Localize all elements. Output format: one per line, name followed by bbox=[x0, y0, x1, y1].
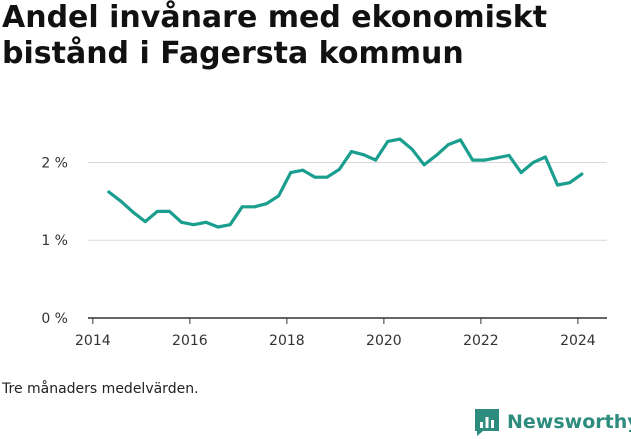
y-tick-label: 0 % bbox=[41, 311, 68, 327]
x-tick-label: 2020 bbox=[366, 333, 402, 349]
brand-name: Newsworthy bbox=[507, 411, 631, 433]
data-point bbox=[155, 209, 159, 213]
data-point bbox=[568, 181, 572, 185]
data-point bbox=[107, 190, 111, 194]
data-point bbox=[240, 205, 244, 209]
x-tick-label: 2022 bbox=[463, 333, 499, 349]
data-point bbox=[301, 168, 305, 172]
data-point bbox=[349, 150, 353, 154]
x-tick-label: 2014 bbox=[75, 333, 111, 349]
data-point bbox=[398, 137, 402, 141]
data-point bbox=[325, 175, 329, 179]
gridlines bbox=[88, 161, 607, 319]
series-line bbox=[107, 137, 584, 229]
x-tick-label: 2016 bbox=[172, 333, 208, 349]
data-point bbox=[228, 223, 232, 227]
footnote: Tre månaders medelvärden. bbox=[2, 381, 199, 397]
data-point bbox=[374, 158, 378, 162]
data-point bbox=[422, 163, 426, 167]
data-point bbox=[289, 171, 293, 175]
data-point bbox=[543, 155, 547, 159]
y-tick-label: 2 % bbox=[41, 155, 68, 171]
data-point bbox=[131, 210, 135, 214]
y-axis: 0 % 1 % 2 % bbox=[41, 155, 68, 327]
data-point bbox=[471, 158, 475, 162]
series-group bbox=[107, 137, 584, 229]
brand[interactable]: Newsworthy bbox=[475, 407, 631, 437]
data-point bbox=[337, 167, 341, 171]
data-point bbox=[459, 138, 463, 142]
data-point bbox=[192, 223, 196, 227]
data-point bbox=[446, 143, 450, 147]
data-point bbox=[483, 158, 487, 162]
newsworthy-logo-icon bbox=[475, 408, 499, 436]
data-point bbox=[580, 172, 584, 176]
data-point bbox=[434, 153, 438, 157]
x-tick-label: 2024 bbox=[560, 333, 596, 349]
data-point bbox=[167, 209, 171, 213]
data-point bbox=[119, 199, 123, 203]
data-point bbox=[180, 220, 184, 224]
data-point bbox=[556, 183, 560, 187]
data-point bbox=[495, 156, 499, 160]
x-tick-label: 2018 bbox=[269, 333, 305, 349]
chart-title: Andel invånare med ekonomiskt bistånd i … bbox=[2, 0, 548, 71]
data-point bbox=[386, 139, 390, 143]
data-point bbox=[204, 220, 208, 224]
x-axis: 2014 2016 2018 2020 2022 2024 bbox=[75, 318, 596, 349]
data-point bbox=[216, 225, 220, 229]
data-point bbox=[362, 153, 366, 157]
data-point bbox=[313, 175, 317, 179]
data-point bbox=[410, 147, 414, 151]
data-point bbox=[277, 194, 281, 198]
y-tick-label: 1 % bbox=[41, 233, 68, 249]
data-point bbox=[531, 160, 535, 164]
data-point bbox=[143, 220, 147, 224]
data-point bbox=[507, 153, 511, 157]
data-point bbox=[252, 205, 256, 209]
data-point bbox=[264, 202, 268, 206]
data-point bbox=[519, 171, 523, 175]
